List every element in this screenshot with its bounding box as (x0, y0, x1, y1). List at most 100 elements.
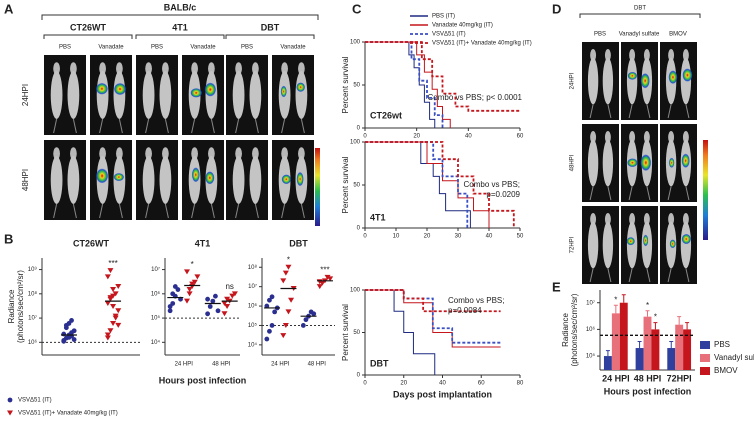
mouse (298, 62, 305, 75)
mouse (162, 147, 169, 161)
legend-label: PBS (IT) (432, 14, 455, 20)
mouse (235, 147, 242, 161)
signal (640, 154, 652, 172)
mouse-tail (589, 268, 594, 283)
bar (603, 356, 612, 370)
error-bar (645, 310, 650, 317)
mouse (159, 156, 172, 204)
mouse-tail (145, 203, 150, 219)
imaging-photo (90, 55, 132, 135)
x-tick-label: 24 HPI (271, 362, 290, 368)
mouse-tail (99, 203, 104, 219)
signal (281, 174, 292, 185)
signal (204, 82, 217, 97)
signal (669, 239, 676, 249)
timepoint-label: 48HPI (21, 169, 30, 191)
mouse (626, 57, 638, 105)
mouse-tail (300, 118, 305, 134)
mouse-tail (145, 118, 150, 134)
mouse (70, 62, 77, 75)
signal (642, 234, 649, 247)
imaging-photo (226, 140, 268, 220)
annotation: Combo vs PBS; p< 0.0001 (428, 93, 523, 102)
point (66, 334, 72, 340)
mouse (643, 213, 650, 226)
y-tick-label: 10⁶ (151, 290, 161, 297)
survival-line (365, 41, 520, 112)
y-tick-label: 10⁸ (28, 290, 38, 297)
mouse-tail (235, 203, 240, 219)
significance: * (287, 255, 290, 264)
mouse (682, 131, 689, 144)
mouse (116, 62, 123, 75)
mouse-tail (53, 118, 58, 134)
mouse (604, 213, 611, 226)
panel-label: E (552, 279, 561, 294)
mouse-tail (607, 186, 612, 201)
x-tick-label: 20 (413, 134, 420, 140)
point (115, 308, 122, 314)
y-axis-label: (photons/sec/cm²/sr) (570, 293, 579, 366)
mouse-tail (667, 186, 672, 201)
point (110, 320, 117, 326)
signal (681, 153, 690, 168)
x-tick-label: 0 (363, 381, 367, 387)
bar (635, 348, 644, 370)
mouse (191, 62, 198, 75)
y-axis-label: Percent survival (341, 156, 350, 213)
point (205, 296, 211, 302)
x-tick-label: 50 (517, 234, 524, 240)
mouse-tail (118, 118, 123, 134)
legend-label: Vanadyl sulfate (714, 353, 754, 362)
mouse (590, 49, 597, 62)
y-tick-label: 10⁸ (248, 264, 258, 271)
bracket (135, 34, 225, 39)
bar (619, 302, 628, 370)
mouse (249, 71, 262, 119)
mouse-tail (72, 203, 77, 219)
mouse-tail (254, 118, 259, 134)
mouse-tail (254, 203, 259, 219)
mouse (629, 131, 636, 144)
legend-swatch (700, 341, 710, 349)
point (207, 304, 213, 309)
point (269, 294, 275, 300)
bracket (43, 34, 133, 39)
legend-label: PBS (714, 340, 730, 349)
significance: * (646, 301, 649, 310)
point (264, 303, 270, 309)
mouse (96, 71, 109, 119)
mouse (590, 213, 597, 226)
mouse (235, 62, 242, 75)
point (224, 296, 231, 302)
point (194, 274, 201, 280)
mouse (281, 147, 288, 161)
mouse-tail (628, 268, 633, 283)
imaging-photo (182, 55, 224, 135)
y-tick-label: 10⁷ (248, 283, 257, 290)
panel-label: B (4, 231, 13, 246)
point (303, 317, 309, 323)
y-tick-label: 10⁷ (586, 299, 595, 306)
mouse (145, 62, 152, 75)
survival-line (365, 141, 471, 228)
x-tick-label: 48 HPI (634, 373, 662, 383)
mouse-tail (118, 203, 123, 219)
colorbar (315, 148, 320, 226)
survival-line (365, 41, 444, 128)
signal (296, 171, 304, 187)
mouse-tail (281, 203, 286, 219)
legend-label: VSVΔ51 (IT)+ Vanadate 40mg/kg (IT) (18, 411, 118, 417)
significance: * (191, 260, 194, 269)
legend-label: VSVΔ51 (IT)+ Vanadate 40mg/kg (IT) (432, 41, 532, 47)
mouse (208, 62, 215, 75)
imaging-photo (582, 206, 619, 284)
mouse-tail (281, 118, 286, 134)
x-tick-label: 20 (400, 381, 407, 387)
signal (682, 68, 693, 82)
error-bar (653, 322, 658, 330)
imaging-photo (90, 140, 132, 220)
signal (668, 70, 678, 85)
mouse-tail (685, 104, 690, 119)
point (69, 318, 74, 323)
